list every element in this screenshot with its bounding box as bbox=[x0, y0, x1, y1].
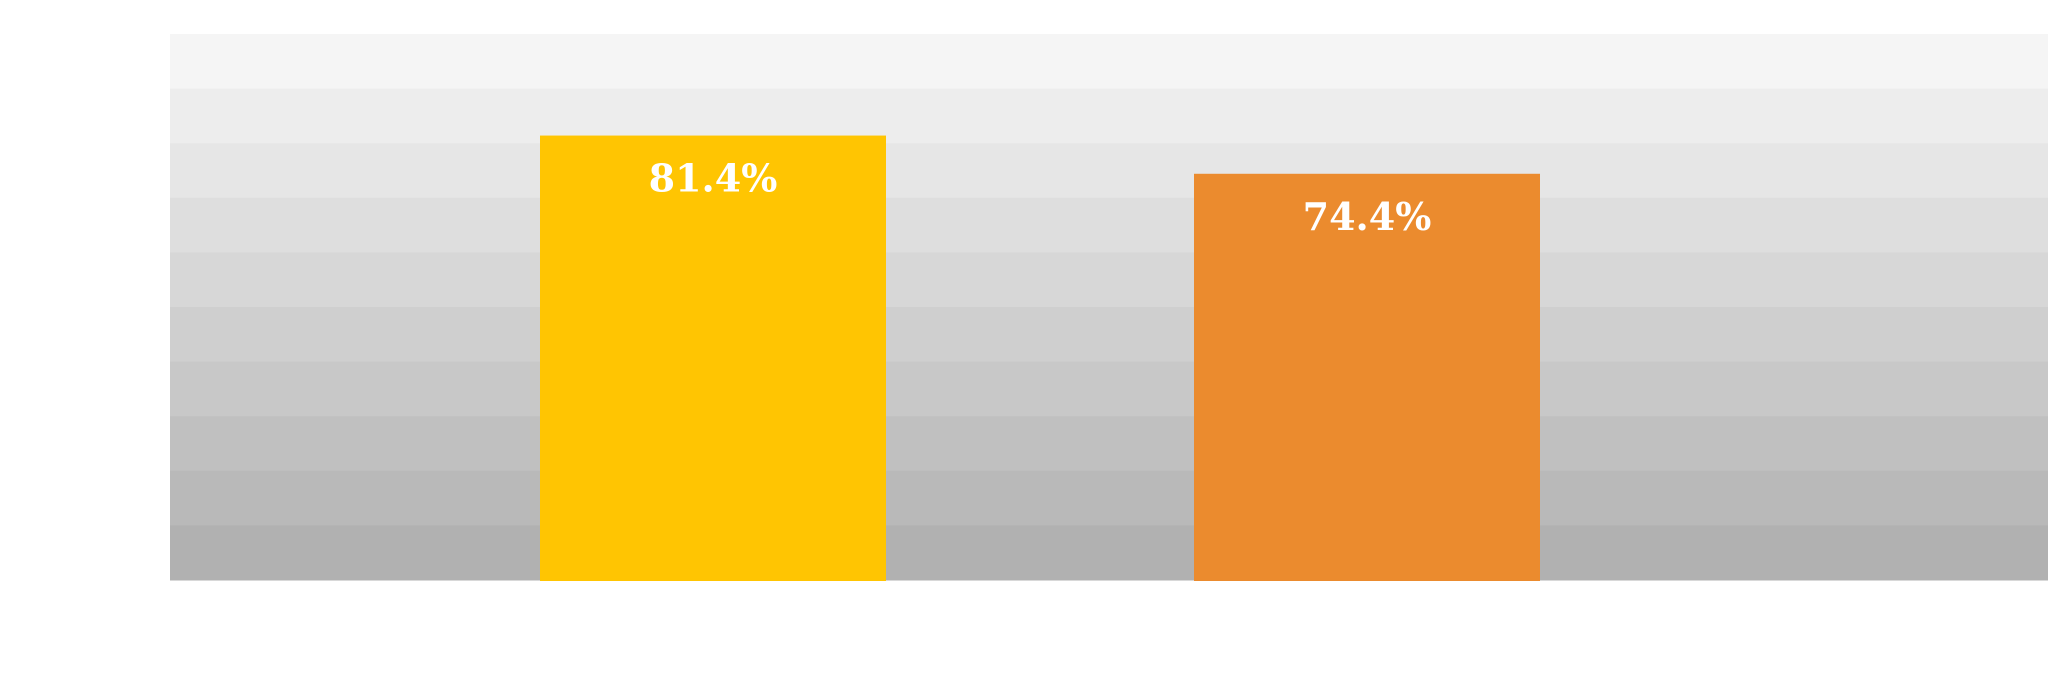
background-band bbox=[170, 143, 2048, 199]
background-band bbox=[170, 197, 2048, 253]
bar bbox=[540, 135, 886, 581]
background-band bbox=[170, 252, 2048, 308]
background-band bbox=[170, 88, 2048, 144]
plot-background bbox=[170, 34, 2048, 581]
bar bbox=[1194, 173, 1540, 581]
background-band bbox=[170, 416, 2048, 472]
data-label: 81.4% bbox=[649, 156, 778, 201]
data-label: 74.4% bbox=[1303, 194, 1432, 239]
data-labels-group: 81.4% 74.4% bbox=[649, 156, 1432, 239]
background-band bbox=[170, 34, 2048, 90]
background-band bbox=[170, 361, 2048, 417]
background-band bbox=[170, 307, 2048, 363]
background-band bbox=[170, 470, 2048, 526]
bars-group bbox=[540, 135, 1540, 581]
background-band bbox=[170, 525, 2048, 581]
